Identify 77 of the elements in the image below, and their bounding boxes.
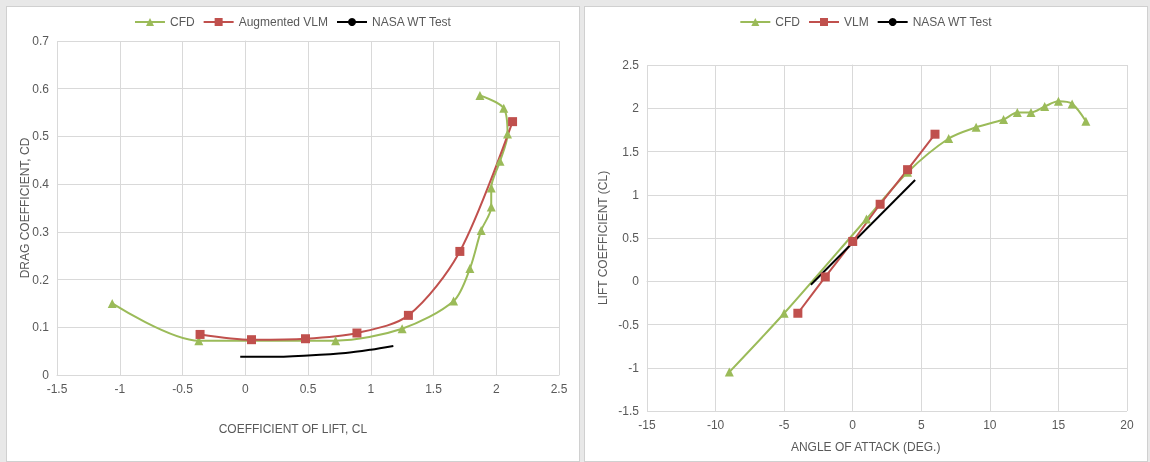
point [1081,116,1091,126]
point [793,308,803,318]
legend-label: Augmented VLM [238,15,329,29]
x-tick-label: 5 [917,418,925,432]
point [449,296,459,306]
point [971,122,981,132]
y-tick-label: -1.5 [618,404,640,418]
y-tick-label: 0.1 [32,320,50,335]
point [875,199,885,209]
x-tick-label: -0.5 [172,382,194,396]
y-axis-title: LIFT COEFFICIENT (CL) [596,170,610,306]
y-tick-label: 0 [632,274,640,289]
point [499,103,509,113]
y-axis-title: DRAG COEFFICIENT, CD [18,137,32,279]
x-axis-title: ANGLE OF ATTACK (DEG.) [790,440,941,454]
point [930,129,940,139]
y-tick-label: 0.5 [32,129,50,144]
y-tick-label: 0.2 [32,272,50,287]
point [403,310,413,320]
point [486,202,496,212]
line-series [239,344,395,358]
point [999,115,1009,124]
x-tick-label: 20 [1120,418,1134,432]
point [475,90,485,100]
point [465,264,475,274]
x-tick-label: -1 [114,382,126,396]
point [195,329,205,339]
x-tick-label: 10 [983,418,997,432]
x-tick-label: -10 [706,418,725,432]
point [352,328,362,338]
point [107,298,117,308]
x-tick-label: 2.5 [550,382,568,396]
point [779,308,789,318]
x-tick-label: 1 [367,382,375,396]
point [476,225,486,235]
y-tick-label: 0 [42,368,50,382]
legend-label: NASA WT Test [372,15,452,29]
x-tick-label: 1.5 [425,382,443,396]
y-tick-label: -1 [628,360,640,375]
legend-label: VLM [843,15,869,29]
point [495,156,505,166]
x-tick-label: 2 [492,382,500,396]
legend-label: CFD [775,15,801,29]
point [848,236,858,246]
x-axis-title: COEFFICIENT OF LIFT, CL [218,422,368,436]
x-tick-label: 0 [849,418,857,432]
y-tick-label: 2 [632,101,640,116]
point [331,336,341,346]
x-tick-label: 0.5 [299,382,317,396]
x-tick-label: -5 [778,418,790,432]
point [1012,108,1022,118]
point [508,117,518,127]
point [820,272,830,282]
x-tick-label: 0 [241,382,249,396]
point [944,134,954,144]
point [1040,102,1050,112]
y-tick-label: 2.5 [622,58,640,72]
y-tick-label: 1.5 [622,144,640,159]
y-tick-label: 1 [632,187,640,202]
point [724,367,734,377]
y-tick-label: -0.5 [618,317,640,332]
y-tick-label: 0.3 [32,224,50,239]
point [397,324,407,334]
point [247,335,257,345]
legend-label: CFD [169,15,195,29]
y-tick-label: 0.6 [32,81,50,96]
y-tick-label: 0.7 [32,34,50,48]
point [455,246,465,256]
point [1026,108,1036,118]
legend-label: NASA WT Test [912,15,993,29]
point [1053,96,1063,106]
x-tick-label: 15 [1051,418,1066,432]
y-tick-label: 0.4 [32,177,50,192]
y-tick-label: 0.5 [622,231,640,245]
x-tick-label: -15 [638,418,656,432]
x-tick-label: -1.5 [46,382,68,396]
point [300,334,310,344]
